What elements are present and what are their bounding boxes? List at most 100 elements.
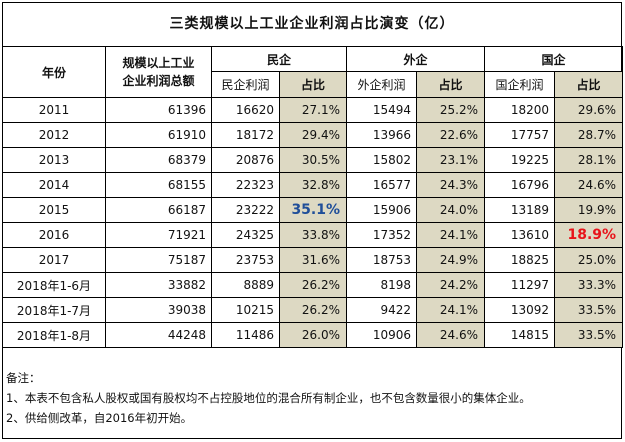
cell-total: 61910 bbox=[105, 122, 212, 148]
notes-line-2: 2、供给侧改革，自2016年初开始。 bbox=[6, 411, 193, 425]
cell-state-profit: 19225 bbox=[484, 147, 556, 173]
table-title: 三类规模以上工业企业利润占比演变（亿） bbox=[169, 16, 455, 32]
cell-total: 33882 bbox=[105, 272, 212, 298]
table-row: 2016 71921 24325 33.8% 17352 24.1% 13610… bbox=[2, 222, 624, 248]
cell-foreign-profit: 15906 bbox=[346, 197, 418, 223]
cell-state-share: 19.9% bbox=[554, 197, 624, 223]
cell-year: 2014 bbox=[2, 172, 106, 198]
cell-state-share: 25.0% bbox=[554, 247, 624, 273]
header-foreign-share: 占比 bbox=[416, 71, 486, 98]
table-row: 2011 61396 16620 27.1% 15494 25.2% 18200… bbox=[2, 97, 624, 123]
cell-year: 2012 bbox=[2, 122, 106, 148]
cell-foreign-share: 23.1% bbox=[416, 147, 486, 173]
cell-year: 2015 bbox=[2, 197, 106, 223]
cell-state-profit: 11297 bbox=[484, 272, 556, 298]
table-row: 2018年1-6月 33882 8889 26.2% 8198 24.2% 11… bbox=[2, 272, 624, 298]
cell-state-profit: 13610 bbox=[484, 222, 556, 248]
cell-private-profit: 24325 bbox=[211, 222, 280, 248]
cell-foreign-share: 22.6% bbox=[416, 122, 486, 148]
table-row: 2018年1-7月 39038 10215 26.2% 9422 24.1% 1… bbox=[2, 297, 624, 323]
cell-year: 2011 bbox=[2, 97, 106, 123]
header-year: 年份 bbox=[2, 46, 106, 98]
cell-foreign-share: 24.1% bbox=[416, 222, 486, 248]
cell-foreign-profit: 18753 bbox=[346, 247, 418, 273]
cell-private-share: 27.1% bbox=[278, 97, 348, 123]
cell-state-profit: 13092 bbox=[484, 297, 556, 323]
header-private-share: 占比 bbox=[278, 71, 348, 98]
cell-private-share: 30.5% bbox=[278, 147, 348, 173]
cell-private-share: 33.8% bbox=[278, 222, 348, 248]
header-total-line1: 规模以上工业 bbox=[122, 56, 195, 70]
cell-foreign-profit: 15802 bbox=[346, 147, 418, 173]
header-total-profit: 规模以上工业 企业利润总额 bbox=[105, 46, 212, 98]
cell-total: 75187 bbox=[105, 247, 212, 273]
cell-foreign-share: 24.3% bbox=[416, 172, 486, 198]
profit-share-table: 年份 规模以上工业 企业利润总额 民企 外企 国企 民企利润 占比 外企利润 占… bbox=[2, 46, 624, 348]
cell-private-profit: 11486 bbox=[211, 322, 280, 348]
cell-total: 44248 bbox=[105, 322, 212, 348]
cell-year: 2013 bbox=[2, 147, 106, 173]
cell-foreign-profit: 16577 bbox=[346, 172, 418, 198]
cell-private-profit: 8889 bbox=[211, 272, 280, 298]
cell-foreign-profit: 15494 bbox=[346, 97, 418, 123]
cell-state-share: 33.5% bbox=[554, 322, 624, 348]
header-state-group: 国企 bbox=[484, 46, 624, 72]
cell-foreign-share: 24.1% bbox=[416, 297, 486, 323]
cell-state-profit: 14815 bbox=[484, 322, 556, 348]
cell-private-share-peak: 35.1% bbox=[278, 197, 348, 223]
cell-foreign-share: 25.2% bbox=[416, 97, 486, 123]
header-state-profit: 国企利润 bbox=[484, 71, 556, 98]
notes-line-1: 1、本表不包含私人股权或国有股权均不占控股地位的混合所有制企业，也不包含数量很小… bbox=[6, 391, 531, 405]
cell-total: 71921 bbox=[105, 222, 212, 248]
cell-private-share: 32.8% bbox=[278, 172, 348, 198]
cell-private-profit: 20876 bbox=[211, 147, 280, 173]
cell-total: 66187 bbox=[105, 197, 212, 223]
cell-state-profit: 17757 bbox=[484, 122, 556, 148]
cell-foreign-share: 24.6% bbox=[416, 322, 486, 348]
cell-private-profit: 16620 bbox=[211, 97, 280, 123]
cell-year: 2018年1-7月 bbox=[2, 297, 106, 323]
cell-total: 61396 bbox=[105, 97, 212, 123]
cell-year: 2018年1-6月 bbox=[2, 272, 106, 298]
cell-year: 2017 bbox=[2, 247, 106, 273]
cell-total: 39038 bbox=[105, 297, 212, 323]
notes-section: 备注： 1、本表不包含私人股权或国有股权均不占控股地位的混合所有制企业，也不包含… bbox=[6, 368, 618, 428]
cell-state-share: 29.6% bbox=[554, 97, 624, 123]
header-foreign-group: 外企 bbox=[346, 46, 486, 72]
cell-private-profit: 10215 bbox=[211, 297, 280, 323]
cell-foreign-share: 24.0% bbox=[416, 197, 486, 223]
cell-private-profit: 23753 bbox=[211, 247, 280, 273]
cell-private-profit: 18172 bbox=[211, 122, 280, 148]
cell-year: 2016 bbox=[2, 222, 106, 248]
cell-state-share: 33.5% bbox=[554, 297, 624, 323]
cell-state-profit: 18825 bbox=[484, 247, 556, 273]
notes-heading: 备注： bbox=[6, 371, 41, 385]
cell-state-share: 28.7% bbox=[554, 122, 624, 148]
header-total-line2: 企业利润总额 bbox=[122, 74, 195, 88]
cell-state-share-low: 18.9% bbox=[554, 222, 624, 248]
cell-state-share: 33.3% bbox=[554, 272, 624, 298]
cell-state-share: 24.6% bbox=[554, 172, 624, 198]
table-row: 2017 75187 23753 31.6% 18753 24.9% 18825… bbox=[2, 247, 624, 273]
cell-foreign-profit: 10906 bbox=[346, 322, 418, 348]
cell-foreign-profit: 13966 bbox=[346, 122, 418, 148]
header-foreign-profit: 外企利润 bbox=[346, 71, 418, 98]
header-private-profit: 民企利润 bbox=[211, 71, 280, 98]
table-row: 2013 68379 20876 30.5% 15802 23.1% 19225… bbox=[2, 147, 624, 173]
cell-private-share: 26.0% bbox=[278, 322, 348, 348]
cell-year: 2018年1-8月 bbox=[2, 322, 106, 348]
cell-foreign-share: 24.9% bbox=[416, 247, 486, 273]
table-row: 2014 68155 22323 32.8% 16577 24.3% 16796… bbox=[2, 172, 624, 198]
cell-private-share: 26.2% bbox=[278, 272, 348, 298]
header-private-group: 民企 bbox=[210, 46, 348, 72]
cell-private-profit: 23222 bbox=[211, 197, 280, 223]
cell-foreign-profit: 17352 bbox=[346, 222, 418, 248]
table-row: 2018年1-8月 44248 11486 26.0% 10906 24.6% … bbox=[2, 322, 624, 348]
cell-private-profit: 22323 bbox=[211, 172, 280, 198]
cell-total: 68155 bbox=[105, 172, 212, 198]
cell-state-profit: 18200 bbox=[484, 97, 556, 123]
cell-private-share: 29.4% bbox=[278, 122, 348, 148]
table-row: 2012 61910 18172 29.4% 13966 22.6% 17757… bbox=[2, 122, 624, 148]
cell-private-share: 26.2% bbox=[278, 297, 348, 323]
cell-private-share: 31.6% bbox=[278, 247, 348, 273]
